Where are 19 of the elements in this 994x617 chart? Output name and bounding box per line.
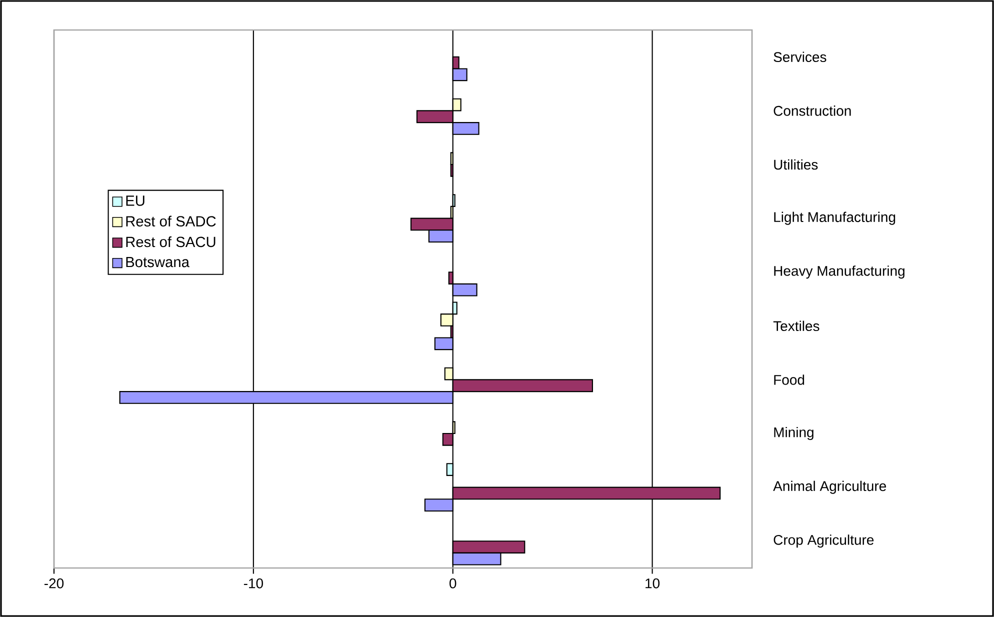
y-tick-label: Animal Agriculture — [773, 480, 886, 494]
y-tick-label: Utilities — [774, 159, 818, 170]
x-tick-label: -10 — [244, 578, 263, 588]
y-tick-label: Services — [774, 52, 826, 62]
legend-label: Botswana — [126, 256, 190, 268]
legend-label: Rest of SACU — [126, 236, 216, 248]
y-tick-label: Textiles — [773, 320, 820, 332]
y-tick-label: Mining — [774, 426, 814, 440]
y-tick-label: Heavy Manufacturing — [774, 266, 904, 279]
y-tick-label: Crop Agriculture — [774, 534, 874, 548]
legend-label: EU — [126, 196, 144, 206]
y-tick-label: Food — [774, 374, 804, 385]
y-tick-label: Light Manufacturing — [774, 212, 896, 225]
y-tick-label: Construction — [774, 106, 851, 116]
x-tick-label: 0 — [450, 578, 456, 588]
legend-label: Rest of SADC — [126, 216, 216, 226]
x-tick-label: -20 — [44, 578, 64, 588]
x-tick-label: 10 — [646, 578, 660, 588]
bar — [446, 463, 454, 476]
